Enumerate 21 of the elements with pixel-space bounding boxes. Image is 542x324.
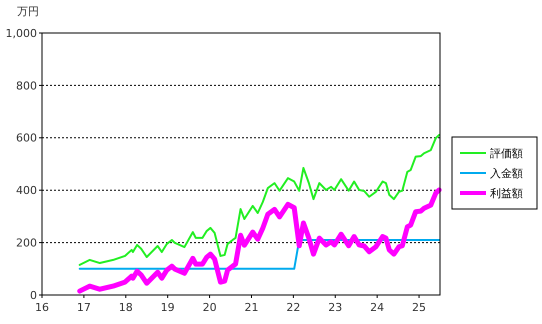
x-tick-label: 17 — [76, 301, 91, 314]
x-tick-label: 18 — [118, 301, 133, 314]
y-axis-title: 万円 — [17, 5, 39, 18]
x-tick-label: 21 — [244, 301, 258, 314]
y-tick-label: 1,000 — [6, 26, 37, 40]
y-tick-label: 200 — [16, 236, 37, 250]
y-tick-label: 800 — [16, 79, 37, 92]
y-tick-label: 0 — [30, 288, 37, 302]
legend-label: 入金額 — [490, 166, 523, 180]
y-tick-label: 400 — [16, 184, 37, 198]
legend-label: 評価額 — [490, 146, 523, 160]
x-tick-label: 23 — [328, 301, 342, 314]
line-series — [78, 134, 440, 266]
x-tick-label: 16 — [35, 301, 49, 314]
x-tick-label: 25 — [412, 301, 426, 314]
x-tick-label: 19 — [160, 301, 175, 314]
x-tick-label: 20 — [202, 301, 217, 314]
y-tick-label: 600 — [16, 132, 37, 145]
x-tick-label: 24 — [370, 301, 384, 314]
x-tick-label: 22 — [286, 301, 300, 314]
legend-label: 利益額 — [490, 186, 523, 200]
